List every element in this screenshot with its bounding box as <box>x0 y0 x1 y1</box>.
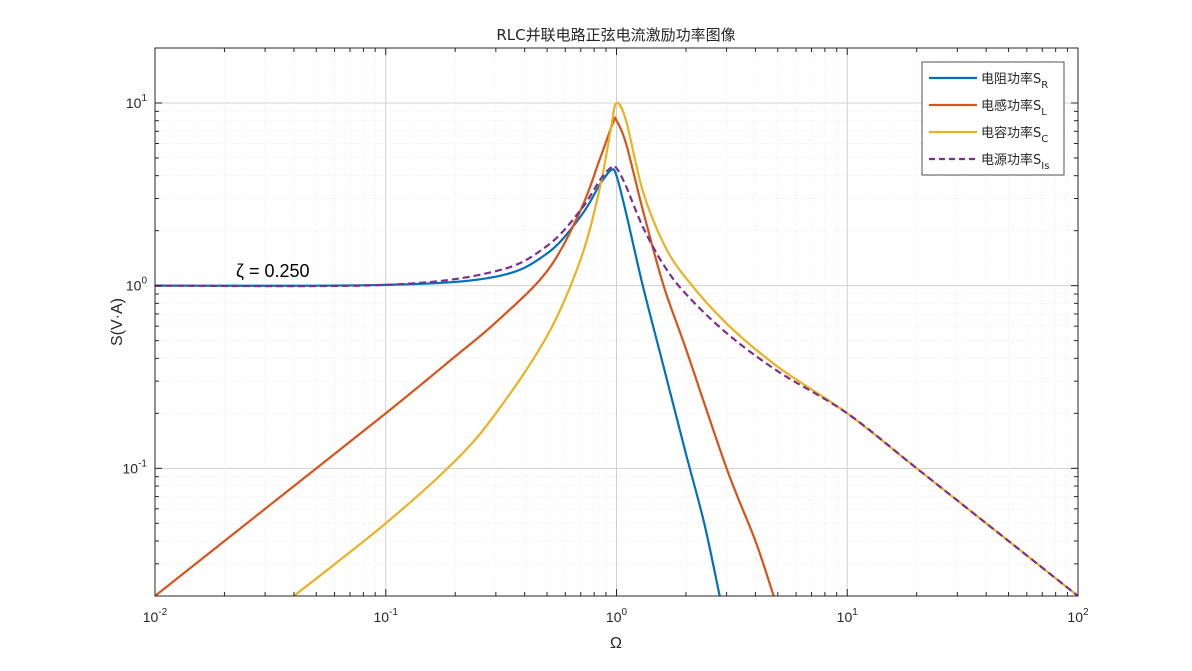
y-tick-label: 101 <box>126 93 148 111</box>
legend-label-l: 电感功率SL <box>981 98 1047 118</box>
series-line-is <box>155 164 1078 596</box>
chart-title: RLC并联电路正弦电流激励功率图像 <box>496 26 735 44</box>
legend-box <box>921 61 1065 176</box>
x-tick-label: 100 <box>606 607 628 625</box>
ticks <box>154 47 1079 597</box>
x-tick-label: 10-1 <box>374 607 399 625</box>
y-tick-label: 10-1 <box>123 458 148 476</box>
y-axis-label: S(V·A) <box>109 298 126 346</box>
x-tick-label: 102 <box>1067 607 1089 625</box>
legend-label-c: 电容功率SC <box>981 125 1048 145</box>
x-tick-labels: 10-2 10-1 100 101 102 <box>143 607 1089 625</box>
x-axis-label: Ω <box>610 635 622 652</box>
legend: 电阻功率SR 电感功率SL 电容功率SC 电源功率SIs <box>921 61 1065 176</box>
x-tick-label: 10-2 <box>143 607 168 625</box>
y-tick-labels: 10-1 100 101 <box>123 93 148 476</box>
series-layer <box>155 101 1078 596</box>
zeta-annotation: ζ = 0.250 <box>236 261 310 281</box>
legend-label-is: 电源功率SIs <box>981 152 1049 172</box>
y-tick-label: 100 <box>126 276 148 294</box>
x-tick-label: 101 <box>837 607 859 625</box>
legend-label-r: 电阻功率SR <box>981 71 1048 91</box>
series-line-r <box>155 168 721 596</box>
